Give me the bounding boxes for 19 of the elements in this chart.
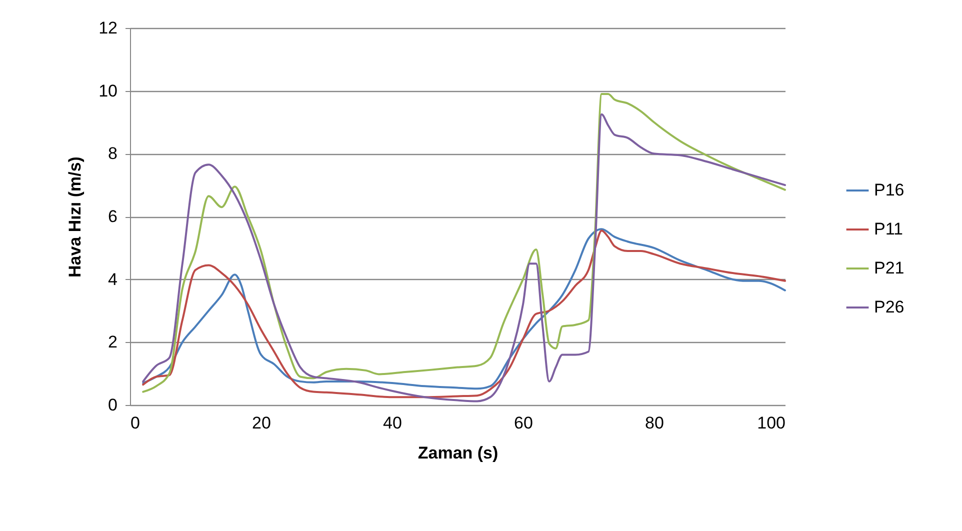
y-tick-label: 2 bbox=[108, 332, 118, 352]
y-tick-label: 10 bbox=[98, 81, 118, 100]
x-tick-label: 60 bbox=[514, 414, 533, 432]
y-tick-label: 8 bbox=[108, 144, 118, 164]
y-tick-label: 0 bbox=[108, 396, 118, 414]
x-tick-label: 40 bbox=[383, 414, 402, 432]
y-tick-label: 12 bbox=[98, 18, 118, 38]
x-tick-label: 20 bbox=[252, 414, 271, 432]
legend-label: P26 bbox=[874, 298, 904, 316]
x-axis-title: Zaman (s) bbox=[418, 444, 498, 462]
y-tick-label: 6 bbox=[108, 207, 118, 226]
x-tick-label: 80 bbox=[645, 414, 664, 432]
legend-label: P11 bbox=[874, 220, 903, 238]
legend-label: P21 bbox=[874, 258, 904, 278]
y-axis-title: Hava Hızı (m/s) bbox=[66, 156, 85, 278]
y-tick-label: 4 bbox=[108, 270, 118, 289]
legend-label: P16 bbox=[874, 180, 904, 200]
x-tick-label: 100 bbox=[757, 414, 786, 432]
x-tick-label: 0 bbox=[130, 414, 140, 432]
